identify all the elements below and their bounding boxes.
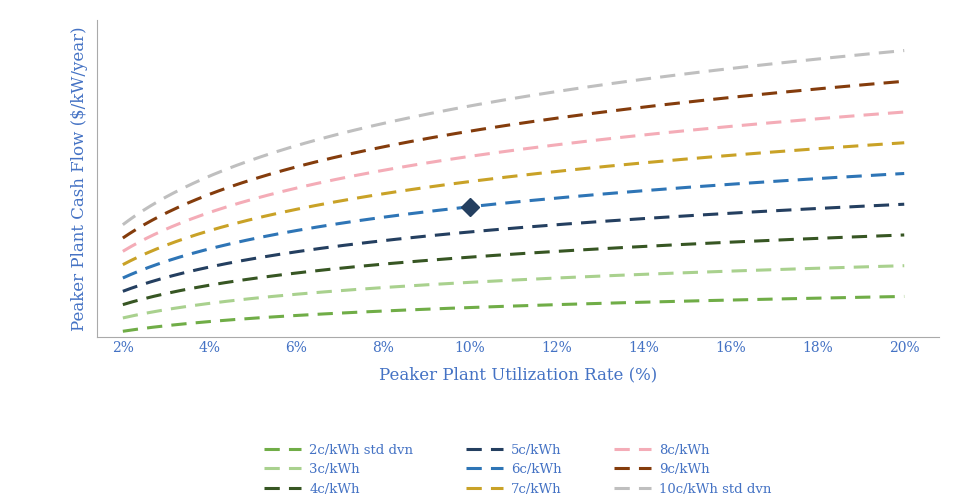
- Legend: 2c/kWh std dvn, 3c/kWh, 4c/kWh, 5c/kWh, 6c/kWh, 7c/kWh, 8c/kWh, 9c/kWh, 10c/kWh : 2c/kWh std dvn, 3c/kWh, 4c/kWh, 5c/kWh, …: [259, 438, 776, 495]
- Y-axis label: Peaker Plant Cash Flow ($/kW/year): Peaker Plant Cash Flow ($/kW/year): [72, 26, 88, 331]
- X-axis label: Peaker Plant Utilization Rate (%): Peaker Plant Utilization Rate (%): [378, 367, 657, 384]
